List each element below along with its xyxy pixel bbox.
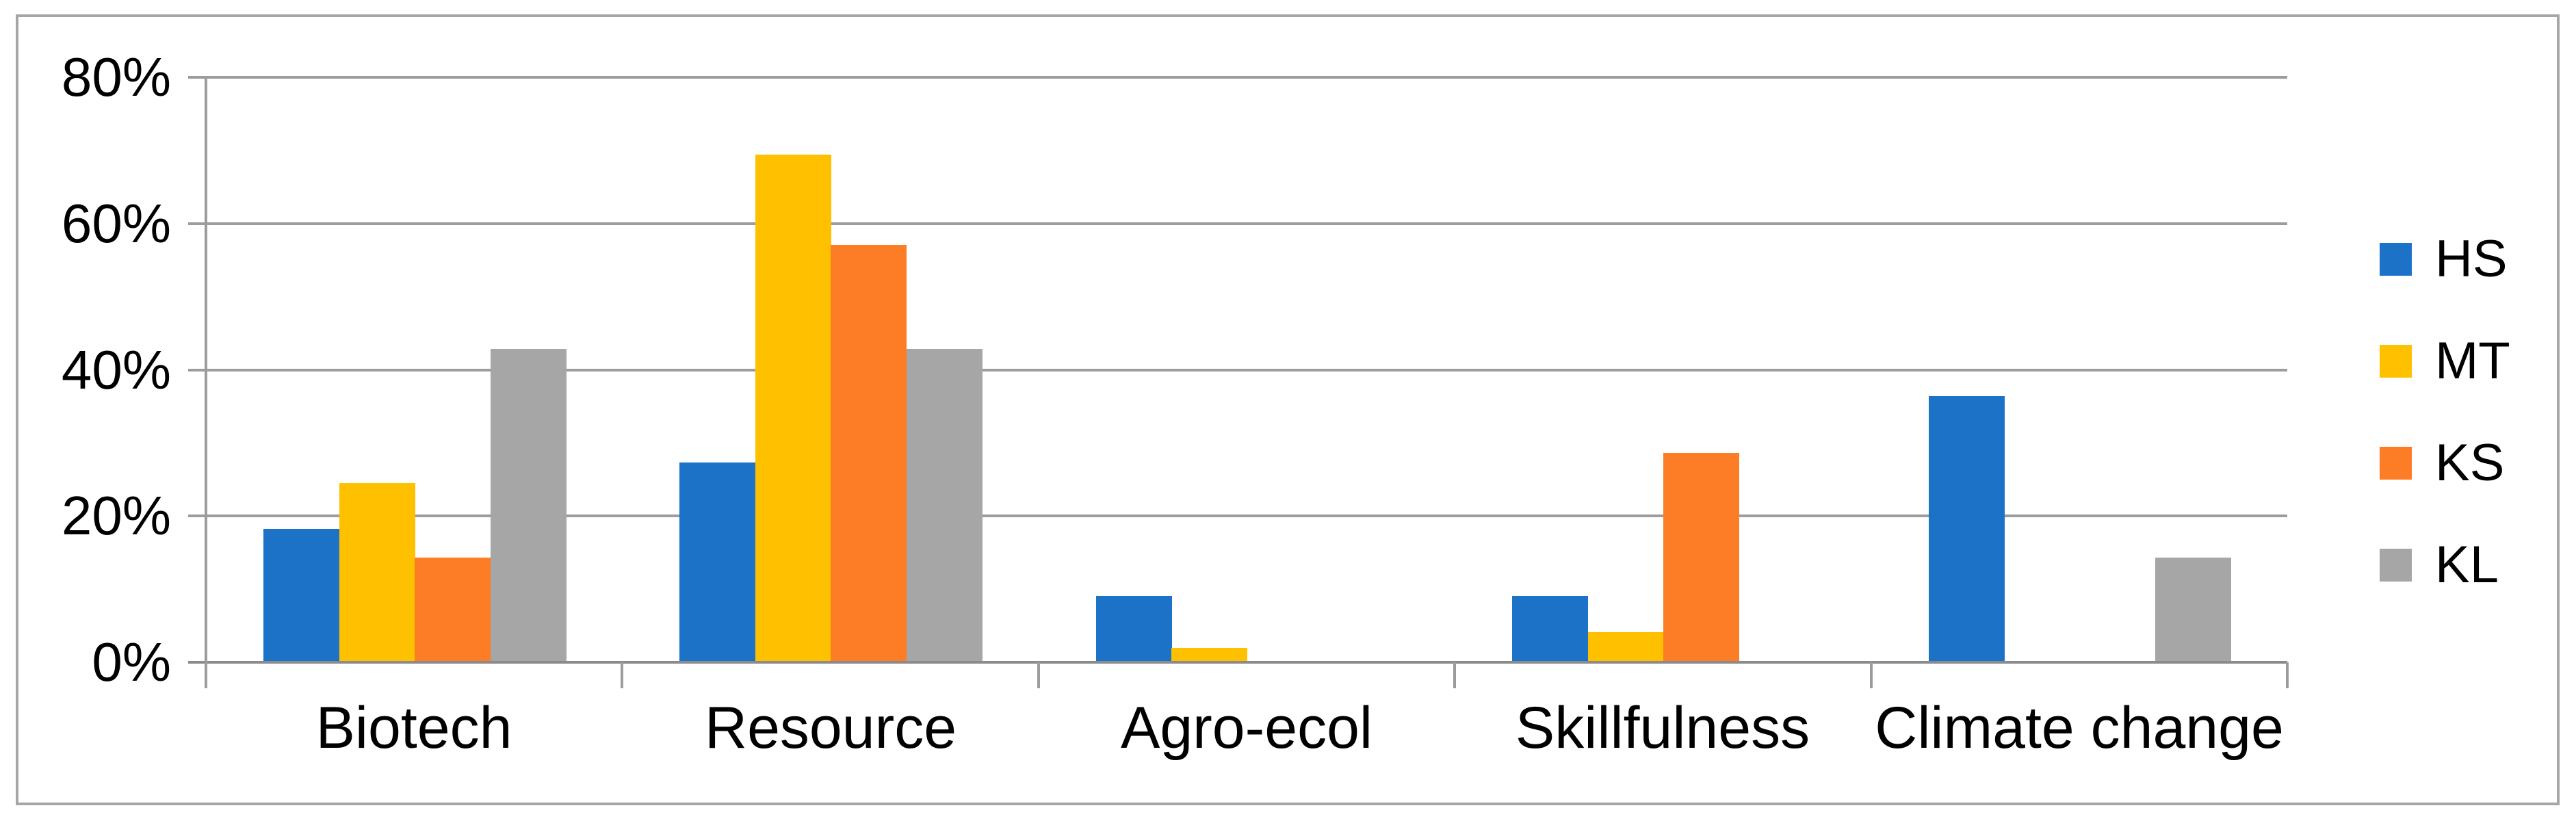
bar-mt-agro-ecol: [1171, 648, 1247, 662]
bar-hs-skillfulness: [1512, 596, 1588, 662]
legend-item-hs: HS: [2380, 233, 2510, 285]
gridline-20%: [188, 514, 2287, 517]
gridline-60%: [188, 222, 2287, 225]
category-label-resource: Resource: [704, 695, 957, 761]
legend-swatch-hs-icon: [2380, 243, 2412, 276]
category-tick: [2286, 662, 2289, 688]
legend-item-mt: MT: [2380, 335, 2510, 387]
category-tick: [621, 662, 623, 688]
bar-mt-resource: [755, 155, 831, 662]
category-tick: [1453, 662, 1456, 688]
category-label-agro-ecol: Agro-ecol: [1120, 695, 1373, 761]
bar-hs-resource: [679, 462, 755, 662]
y-tick-label: 0%: [92, 631, 171, 692]
y-tick-label: 40%: [61, 339, 171, 400]
bar-kl-biotech: [491, 349, 567, 662]
legend-label-ks: KS: [2435, 434, 2505, 492]
gridline-40%: [188, 369, 2287, 372]
bar-kl-climate-change: [2155, 558, 2231, 662]
category-tick: [1870, 662, 1873, 688]
category-label-climate-change: Climate change: [1875, 695, 2284, 761]
bar-mt-biotech: [339, 483, 415, 662]
legend-swatch-ks-icon: [2380, 447, 2412, 480]
y-tick-label: 60%: [61, 193, 171, 254]
bar-ks-resource: [831, 245, 907, 662]
category-tick: [1037, 662, 1040, 688]
y-tick-label: 20%: [61, 485, 171, 546]
legend-label-hs: HS: [2435, 230, 2508, 288]
legend: HS MT KS KL: [2380, 233, 2510, 591]
gridline-80%: [188, 76, 2287, 79]
bar-hs-biotech: [263, 529, 339, 662]
category-label-skillfulness: Skillfulness: [1515, 695, 1810, 761]
bar-ks-biotech: [415, 558, 491, 662]
y-tick-label: 80%: [61, 47, 171, 107]
legend-swatch-mt-icon: [2380, 345, 2412, 378]
legend-item-kl: KL: [2380, 539, 2510, 591]
x-axis-line: [188, 661, 2287, 664]
y-axis-line: [205, 77, 207, 688]
bar-kl-resource: [907, 349, 983, 662]
category-label-biotech: Biotech: [315, 695, 512, 761]
legend-label-mt: MT: [2435, 332, 2510, 390]
legend-item-ks: KS: [2380, 437, 2510, 489]
bar-hs-agro-ecol: [1096, 596, 1172, 662]
legend-swatch-kl-icon: [2380, 549, 2412, 582]
bar-hs-climate-change: [1929, 396, 2005, 662]
legend-label-kl: KL: [2435, 536, 2499, 594]
chart-frame: [16, 14, 2560, 805]
bar-ks-skillfulness: [1663, 453, 1739, 662]
bar-mt-skillfulness: [1588, 632, 1664, 662]
